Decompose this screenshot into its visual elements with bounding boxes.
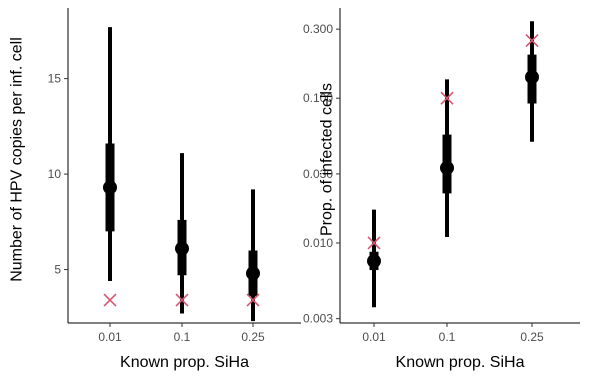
x-tick-label: 0.01 — [362, 330, 386, 344]
panel-infected-cells: 0.003 0.010 0.030 0.100 0.300 0.01 0.1 0.25 Know… — [303, 8, 580, 371]
true-value-cross — [525, 34, 539, 48]
y-tick-label: 0.100 — [303, 91, 333, 105]
x-tick-label: 0.1 — [439, 330, 456, 344]
x-tick-label: 0.25 — [241, 330, 265, 344]
y-tick-label: 0.030 — [303, 167, 333, 181]
estimate-point — [175, 241, 189, 256]
x-axis-title: Known prop. SiHa — [396, 354, 525, 371]
x-tick-label: 0.1 — [174, 330, 191, 344]
true-value-cross — [246, 293, 260, 307]
y-tick-label: 0.300 — [303, 22, 333, 36]
estimate-point — [525, 70, 539, 85]
true-value-cross — [103, 293, 117, 307]
y-tick-label: 10 — [48, 167, 62, 181]
y-tick-label: 15 — [48, 72, 62, 86]
x-tick-label: 0.01 — [98, 330, 122, 344]
estimate-point — [246, 266, 260, 281]
y-tick-label: 5 — [54, 263, 61, 277]
y-axis-title: Number of HPV copies per inf. cell — [9, 37, 26, 282]
x-axis-title: Known prop. SiHa — [120, 354, 249, 371]
true-value-cross — [175, 293, 189, 307]
x-tick-label: 0.25 — [520, 330, 544, 344]
estimate-point — [440, 160, 454, 175]
panel-hpv-copies: 5 10 15 0.01 0.1 0.25 Known prop. SiHa Number o… — [9, 8, 301, 371]
true-value-cross — [367, 236, 381, 250]
estimate-point — [103, 180, 117, 195]
y-tick-label: 0.010 — [303, 236, 333, 250]
true-value-cross — [440, 91, 454, 105]
y-axis-title: Prop. of infected cells — [319, 83, 336, 236]
estimate-point — [367, 254, 381, 269]
y-tick-label: 0.003 — [303, 312, 333, 326]
